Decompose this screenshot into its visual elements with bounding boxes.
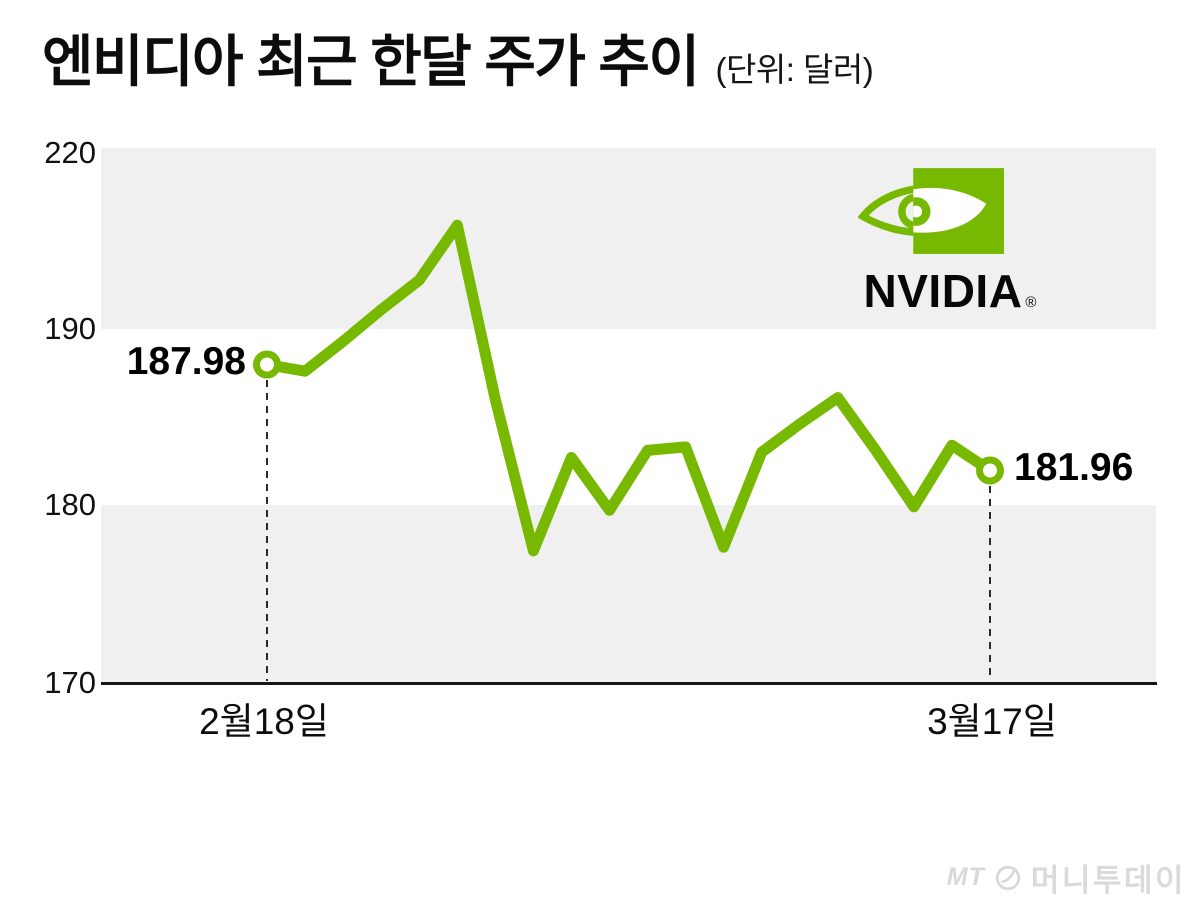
start-value-label: 187.98 [126, 340, 246, 383]
x-tick-label-mar17: 3월17일 [927, 701, 1057, 742]
nvidia-brand-text: NVIDIA [863, 265, 1023, 317]
unit-label: (단위: 달러) [715, 51, 874, 88]
page-title: 엔비디아 최근 한달 주가 추이 [42, 30, 700, 93]
y-tick-label-220: 220 [44, 135, 96, 170]
x-axis-line [101, 682, 1157, 685]
band-170-180 [101, 505, 1156, 683]
y-tick-label-190: 190 [44, 311, 96, 346]
title-block: 엔비디아 최근 한달 주가 추이 (단위: 달러) [42, 30, 874, 94]
nvidia-wordmark: NVIDIA ® [852, 264, 1048, 318]
y-tick-label-170: 170 [44, 665, 96, 700]
start-marker [253, 350, 281, 379]
y-tick-label-180: 180 [44, 487, 96, 522]
nvidia-eye-icon [858, 168, 1005, 254]
moneytoday-circle-icon [995, 865, 1021, 890]
moneytoday-watermark: MT 머니투데이 [947, 855, 1186, 900]
moneytoday-name: 머니투데이 [1030, 863, 1186, 898]
x-tick-label-feb18: 2월18일 [199, 701, 329, 742]
registered-mark-icon: ® [1025, 294, 1037, 311]
end-value-label: 181.96 [1014, 446, 1134, 489]
mt-monogram: MT [946, 863, 985, 891]
end-marker [976, 456, 1004, 485]
